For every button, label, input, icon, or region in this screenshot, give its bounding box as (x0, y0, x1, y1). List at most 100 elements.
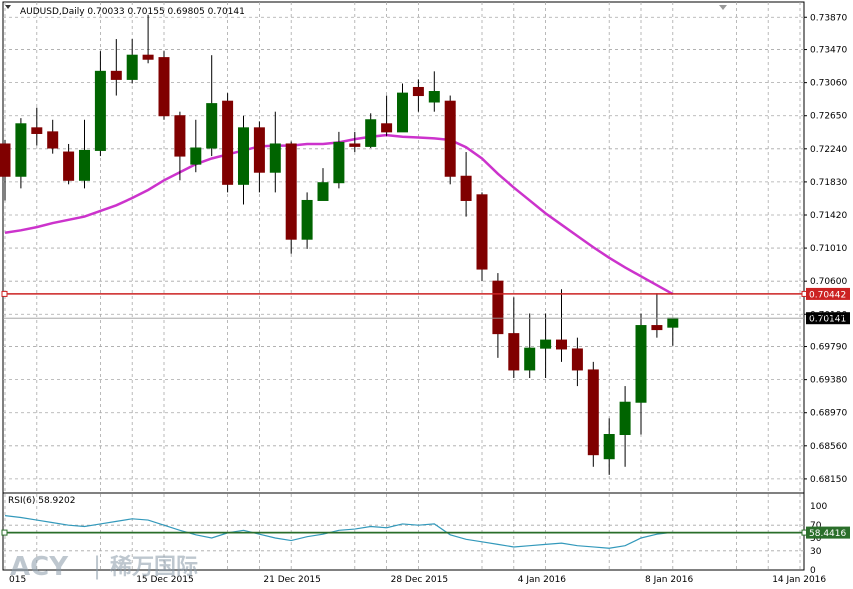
price-tick-label: 0.73060 (810, 79, 847, 89)
watermark-separator: | (93, 552, 101, 580)
candle (635, 313, 647, 435)
rsi-header: RSI(6) 58.9202 (8, 496, 75, 506)
candle (238, 115, 249, 205)
candle (540, 313, 552, 379)
price-tick-label: 0.68560 (810, 442, 847, 452)
bull-candle-body (333, 141, 345, 184)
candle (397, 83, 408, 133)
rsi-tick-label: 0 (810, 566, 816, 576)
bear-candle-body (476, 194, 488, 270)
candle (587, 361, 599, 467)
candle (412, 79, 424, 112)
candle (158, 51, 170, 120)
bear-candle-body (381, 123, 393, 133)
candle (15, 118, 27, 189)
bull-candle-body (524, 347, 536, 371)
price-label-bg (806, 312, 850, 325)
bear-candle-body (571, 348, 583, 371)
bull-candle-body (540, 339, 552, 349)
candle (476, 192, 488, 282)
bear-candle-body (508, 333, 520, 371)
bear-candle-body (587, 369, 599, 456)
candle (428, 71, 440, 112)
price-tick-label: 0.71010 (810, 244, 847, 254)
rsi-tick-label: 50 (810, 534, 822, 544)
price-label: 0.70141 (809, 315, 846, 325)
candle (190, 119, 202, 173)
bull-candle-body (94, 70, 106, 151)
bull-candle-body (301, 199, 313, 240)
bear-candle-body (444, 100, 456, 177)
date-tick-label: 14 Jan 2016 (772, 575, 826, 585)
price-tick-label: 0.69790 (810, 343, 847, 353)
bull-candle-body (126, 54, 138, 80)
bear-candle-body (651, 325, 663, 331)
price-tick-label: 0.68150 (810, 475, 847, 485)
watermark-chinese: 稀万国际 (110, 554, 198, 580)
level-marker (1, 529, 8, 536)
bear-candle-body (158, 57, 170, 117)
candle (47, 119, 59, 154)
candle (603, 418, 615, 475)
bear-candle-body (31, 127, 43, 134)
symbol-header: AUDUSD,Daily 0.70033 0.70155 0.69805 0.7… (20, 7, 245, 17)
candle (206, 55, 218, 157)
candle (571, 337, 583, 387)
bear-candle-body (460, 175, 472, 201)
candle (381, 95, 393, 136)
bear-candle-body (285, 143, 297, 240)
price-label: 0.70442 (809, 290, 846, 300)
candle (63, 143, 75, 185)
bear-candle-body (253, 127, 265, 173)
candle (444, 95, 456, 185)
bear-candle-body (412, 86, 424, 97)
candle (79, 119, 90, 189)
date-tick-label: 8 Jan 2016 (645, 575, 693, 585)
bull-candle-body (603, 434, 615, 460)
candle (667, 317, 679, 346)
bull-candle-body (238, 127, 249, 185)
bear-candle-body (142, 54, 154, 60)
candle (556, 289, 567, 362)
price-tick-label: 0.70190 (810, 310, 847, 320)
date-tick-label: 28 Dec 2015 (391, 575, 449, 585)
price-tick-label: 0.70600 (810, 277, 847, 287)
plot-frame (2, 1, 805, 571)
rsi-tick-label: 30 (810, 547, 822, 557)
candle (142, 14, 154, 64)
bull-candle-body (619, 401, 631, 436)
candle (31, 107, 43, 146)
date-tick-label: 15 Dec 2015 (136, 575, 194, 585)
bear-candle-body (492, 280, 504, 335)
rsi-label-bg (806, 526, 850, 539)
candle (365, 113, 377, 149)
date-tick-label: 4 Jan 2016 (518, 575, 566, 585)
price-tick-label: 0.71830 (810, 178, 847, 188)
bear-candle-body (222, 100, 234, 185)
watermark: ACY | 稀万国际 (10, 552, 198, 582)
bear-candle-body (0, 143, 11, 177)
menu-triangle-icon[interactable] (5, 5, 11, 9)
price-tick-label: 0.68970 (810, 409, 847, 419)
candle (333, 131, 345, 189)
candle (508, 297, 520, 379)
rsi-tick-label: 70 (810, 521, 822, 531)
candle (110, 39, 122, 96)
candle (492, 273, 504, 358)
candle (285, 141, 297, 254)
bull-candle-body (206, 103, 218, 149)
price-tick-label: 0.73470 (810, 46, 847, 56)
bull-candle-body (190, 147, 202, 165)
bear-candle-body (63, 151, 75, 181)
rsi-tick-label: 100 (810, 502, 827, 512)
bear-candle-body (556, 339, 567, 350)
candle (126, 39, 138, 84)
rsi-level-label: 58.4416 (809, 529, 846, 539)
bull-candle-body (428, 91, 440, 103)
candle (349, 131, 361, 153)
scroll-triangle-icon[interactable] (719, 5, 727, 10)
candle (174, 111, 186, 181)
bull-candle-body (635, 325, 647, 403)
